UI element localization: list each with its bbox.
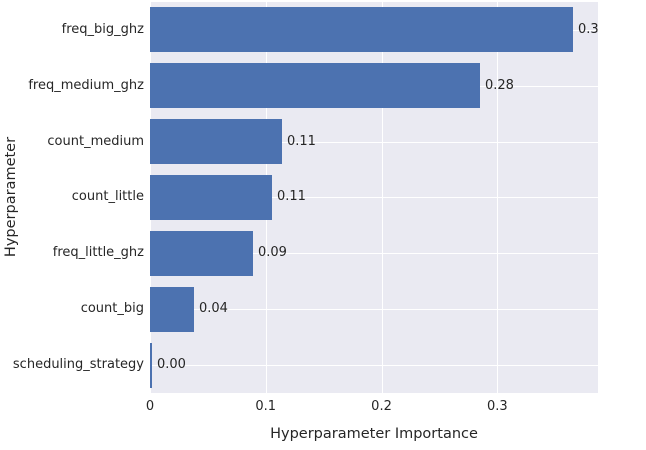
x-axis-label: Hyperparameter Importance	[270, 426, 478, 442]
category-label-count_little: count_little	[71, 189, 144, 204]
x-tick-label: 0.2	[371, 399, 392, 414]
category-label-count_big: count_big	[80, 301, 144, 316]
bar-count_big	[150, 287, 194, 332]
y-axis-label: Hyperparameter	[3, 136, 19, 258]
category-label-freq_big_ghz: freq_big_ghz	[61, 22, 144, 37]
bar-value-label: 0.28	[485, 78, 514, 93]
horizontal-gridline	[150, 365, 598, 366]
bar-scheduling_strategy	[150, 343, 152, 388]
bar-value-label: 0.3	[578, 22, 599, 37]
category-label-scheduling_strategy: scheduling_strategy	[12, 357, 144, 372]
x-tick-label: 0	[145, 399, 155, 414]
bar-value-label: 0.11	[277, 189, 306, 204]
plot-area: 0.3 0.28 0.11 0.11 0.09 0.04 0.00	[150, 2, 599, 393]
horizontal-gridline	[150, 253, 598, 254]
category-label-freq_medium_ghz: freq_medium_ghz	[28, 78, 144, 93]
bar-value-label: 0.11	[287, 134, 316, 149]
bar-freq_little_ghz	[150, 231, 253, 276]
bar-value-label: 0.04	[199, 301, 228, 316]
bar-freq_big_ghz	[150, 7, 573, 52]
x-tick-label: 0.1	[255, 399, 277, 414]
bar-count_little	[150, 175, 272, 220]
horizontal-gridline	[150, 309, 598, 310]
horizontal-gridline	[150, 142, 598, 143]
bar-value-label: 0.00	[157, 357, 186, 372]
bar-value-label: 0.09	[258, 245, 287, 260]
bar-count_medium	[150, 119, 282, 164]
bar-freq_medium_ghz	[150, 63, 480, 108]
category-label-count_medium: count_medium	[47, 134, 144, 149]
horizontal-gridline	[150, 197, 598, 198]
x-tick-label: 0.3	[486, 399, 508, 414]
category-label-freq_little_ghz: freq_little_ghz	[52, 245, 144, 260]
